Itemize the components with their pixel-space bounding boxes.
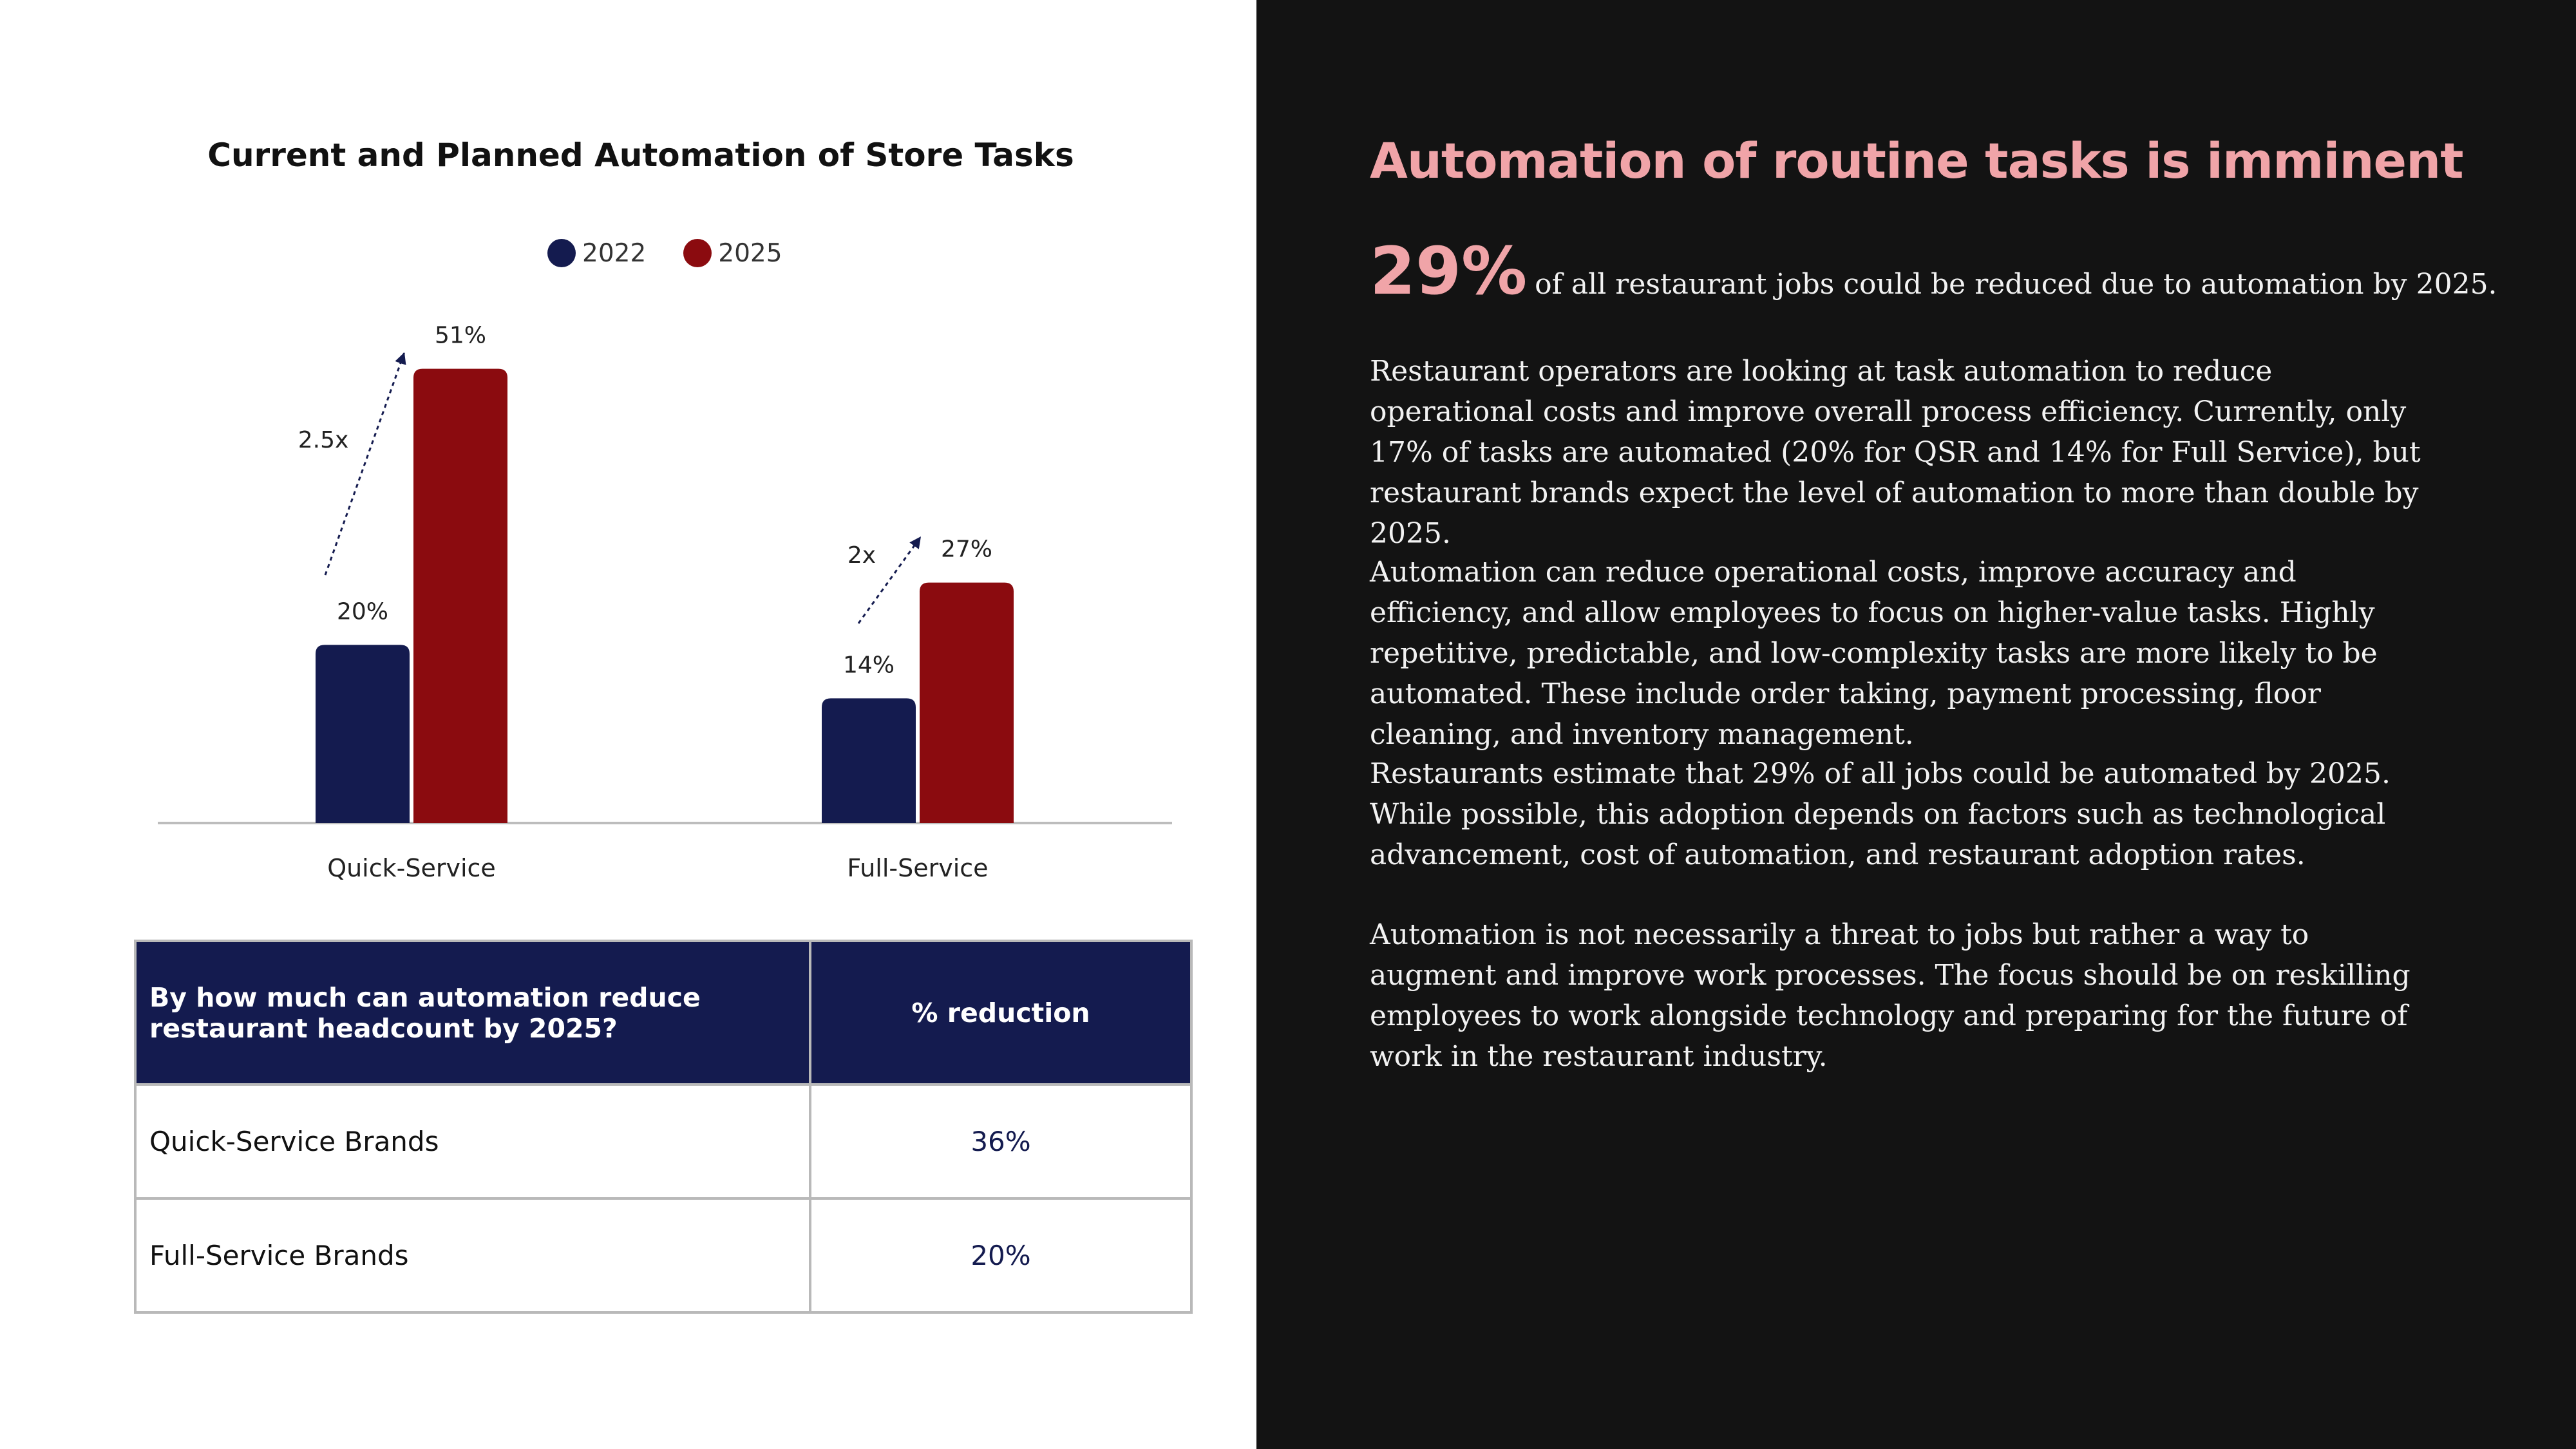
table-cell-reduction: 36% [809, 1083, 1193, 1200]
right-panel [1256, 0, 2576, 1449]
paragraph-costs: Restaurant operators are looking at task… [1370, 355, 2421, 550]
paragraph-outlook: Automation is not necessarily a threat t… [1370, 918, 2410, 1073]
table-header-row: By how much can automation reduce restau… [134, 940, 1193, 1086]
legend-item-2025: 2025 [683, 239, 782, 268]
table-header-reduction: % reduction [809, 940, 1193, 1086]
table-row: Quick-Service Brands 36% [134, 1083, 1193, 1200]
left-panel: Current and Planned Automation of Store … [0, 0, 1256, 1449]
paragraph-estimate: Restaurants estimate that 29% of all job… [1370, 757, 2391, 871]
growth-arrow-quick-service [324, 352, 406, 576]
category-label-full-service: Full-Service [847, 854, 988, 882]
bar-2022-full-service [822, 698, 916, 823]
key-stat-value: 29% [1370, 233, 1528, 310]
legend-swatch-2025 [683, 239, 712, 267]
bar-2022-quick-service [316, 645, 410, 823]
table-cell-brand: Quick-Service Brands [134, 1083, 811, 1200]
table-row: Full-Service Brands 20% [134, 1197, 1193, 1314]
legend-label-2025: 2025 [718, 238, 782, 268]
table-cell-brand: Full-Service Brands [134, 1197, 811, 1314]
chart-title: Current and Planned Automation of Store … [207, 137, 1074, 174]
bar-2025-full-service [920, 582, 1014, 823]
bar-chart: 20% 51% Quick-Service 2.5x 14% 27% Full-Servic… [158, 323, 1172, 882]
legend-item-2022: 2022 [547, 239, 646, 268]
value-label-2025-quick-service: 51% [435, 323, 486, 349]
table-cell-reduction: 20% [809, 1197, 1193, 1314]
key-stat: 29% of all restaurant jobs could be reduc… [1370, 233, 2529, 310]
chart-legend: 2022 2025 [547, 236, 820, 270]
value-label-2022-quick-service: 20% [337, 598, 388, 625]
category-label-quick-service: Quick-Service [327, 854, 496, 882]
table-header-question: By how much can automation reduce restau… [134, 940, 811, 1086]
legend-label-2022: 2022 [582, 238, 647, 268]
bar-2025-quick-service [413, 368, 507, 823]
growth-arrow-full-service [857, 536, 922, 624]
headline: Automation of routine tasks is imminent [1370, 132, 2464, 189]
growth-label-quick-service: 2.5x [298, 427, 349, 453]
headcount-reduction-table: By how much can automation reduce restau… [134, 940, 1193, 1314]
value-label-2025-full-service: 27% [941, 536, 992, 563]
legend-swatch-2022 [547, 239, 576, 267]
value-label-2022-full-service: 14% [843, 652, 895, 678]
paragraph-benefits: Automation can reduce operational costs,… [1370, 556, 2378, 751]
key-stat-text: of all restaurant jobs could be reduced … [1535, 268, 2497, 301]
growth-label-full-service: 2x [848, 542, 876, 569]
